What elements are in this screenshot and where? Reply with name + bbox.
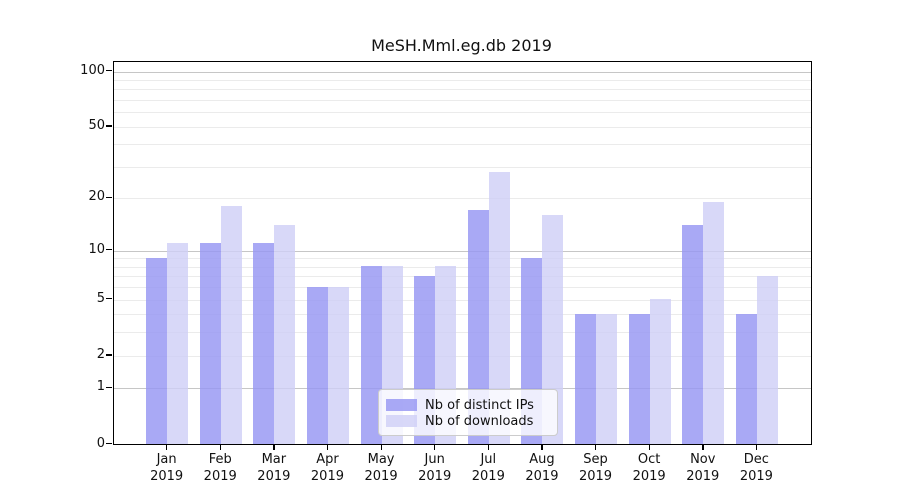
legend-swatch-downloads xyxy=(386,415,417,427)
grid-line xyxy=(114,258,811,260)
x-axis-tick-label-dec: Dec 2019 xyxy=(739,452,773,484)
y-axis-tick xyxy=(106,125,112,127)
grid-line xyxy=(114,355,811,357)
x-axis-tick-label-feb: Feb 2019 xyxy=(203,452,237,484)
bar-ips-sep xyxy=(575,313,597,444)
legend-label: Nb of distinct IPs xyxy=(425,397,534,413)
bar-downloads-oct xyxy=(649,299,671,444)
y-axis-tick-label: 0 xyxy=(96,435,105,451)
y-axis-tick-label: 50 xyxy=(88,117,105,133)
bar-ips-jul xyxy=(467,210,489,444)
chart-title: MeSH.Mml.eg.db 2019 xyxy=(371,36,552,55)
bar-downloads-aug xyxy=(542,215,564,444)
y-axis-tick xyxy=(106,443,112,445)
grid-line xyxy=(114,276,811,278)
y-axis-tick-label: 100 xyxy=(80,62,105,78)
y-axis-tick xyxy=(106,298,112,300)
x-axis-tick-label-nov: Nov 2019 xyxy=(686,452,720,484)
x-axis-tick xyxy=(166,444,168,450)
y-axis-tick-label: 20 xyxy=(88,189,105,205)
y-axis-tick-label: 10 xyxy=(88,241,105,257)
y-axis-tick-label: 1 xyxy=(96,379,105,395)
bar-downloads-nov xyxy=(703,201,725,444)
x-axis-tick-label-oct: Oct 2019 xyxy=(632,452,666,484)
legend-item: Nb of downloads xyxy=(386,413,548,429)
x-axis-tick-label-apr: Apr 2019 xyxy=(310,452,344,484)
grid-line xyxy=(114,266,811,268)
grid-line xyxy=(114,388,811,390)
grid-line xyxy=(114,144,811,146)
x-axis-tick xyxy=(434,444,436,450)
bar-downloads-jul xyxy=(488,171,510,444)
y-axis-tick xyxy=(106,386,112,389)
x-axis-tick xyxy=(273,444,275,450)
grid-line xyxy=(114,71,811,73)
x-axis-tick xyxy=(380,444,382,450)
legend: Nb of distinct IPs Nb of downloads xyxy=(378,389,558,436)
grid-line xyxy=(114,99,811,101)
bar-ips-nov xyxy=(682,225,704,444)
grid-line xyxy=(114,89,811,91)
y-axis-tick-label: 5 xyxy=(96,290,105,306)
x-axis-tick-label-jul: Jul 2019 xyxy=(471,452,505,484)
x-axis-tick xyxy=(219,444,222,450)
bar-downloads-jan xyxy=(167,243,189,444)
x-axis-tick xyxy=(595,444,597,450)
grid-line xyxy=(114,112,811,114)
x-axis-tick-label-mar: Mar 2019 xyxy=(257,452,291,484)
y-axis-tick xyxy=(106,354,112,356)
legend-item: Nb of distinct IPs xyxy=(386,397,548,413)
grid-line xyxy=(114,166,811,168)
x-axis-tick-label-may: May 2019 xyxy=(364,452,398,484)
legend-swatch-ips xyxy=(386,399,417,411)
grid-line xyxy=(114,250,811,252)
bar-downloads-mar xyxy=(274,225,296,444)
y-axis-tick xyxy=(106,249,112,251)
x-axis-tick-label-sep: Sep 2019 xyxy=(578,452,613,484)
bar-ips-feb xyxy=(199,243,221,444)
bar-ips-mar xyxy=(253,243,275,444)
grid-line xyxy=(114,332,811,334)
x-axis-tick xyxy=(326,444,329,450)
bar-ips-dec xyxy=(735,313,757,444)
grid-line xyxy=(114,79,811,81)
x-axis-tick-label-aug: Aug 2019 xyxy=(525,452,559,484)
grid-line xyxy=(114,299,811,301)
bar-ips-oct xyxy=(628,313,650,444)
bar-downloads-sep xyxy=(596,313,618,444)
bar-ips-apr xyxy=(306,286,328,444)
y-axis-tick xyxy=(106,70,112,72)
x-axis-tick xyxy=(487,444,490,450)
grid-line xyxy=(114,314,811,316)
bar-downloads-dec xyxy=(756,275,778,444)
x-axis-tick xyxy=(541,444,543,450)
x-axis-tick xyxy=(648,444,650,450)
bar-ips-may xyxy=(360,266,382,444)
legend-label: Nb of downloads xyxy=(425,413,534,429)
x-axis-tick xyxy=(755,444,758,450)
plot-area: Nb of distinct IPs Nb of downloads xyxy=(113,61,812,445)
grid-line xyxy=(114,287,811,289)
x-axis-tick-label-jan: Jan 2019 xyxy=(150,452,184,484)
y-axis-tick xyxy=(106,196,112,199)
y-axis-tick-label: 2 xyxy=(96,346,105,362)
grid-line xyxy=(114,198,811,200)
bar-ips-jan xyxy=(146,257,168,444)
bar-downloads-apr xyxy=(327,286,349,444)
x-axis-tick-label-jun: Jun 2019 xyxy=(418,452,452,484)
x-axis-tick xyxy=(702,444,704,450)
bar-downloads-feb xyxy=(220,206,242,444)
grid-line xyxy=(114,126,811,128)
